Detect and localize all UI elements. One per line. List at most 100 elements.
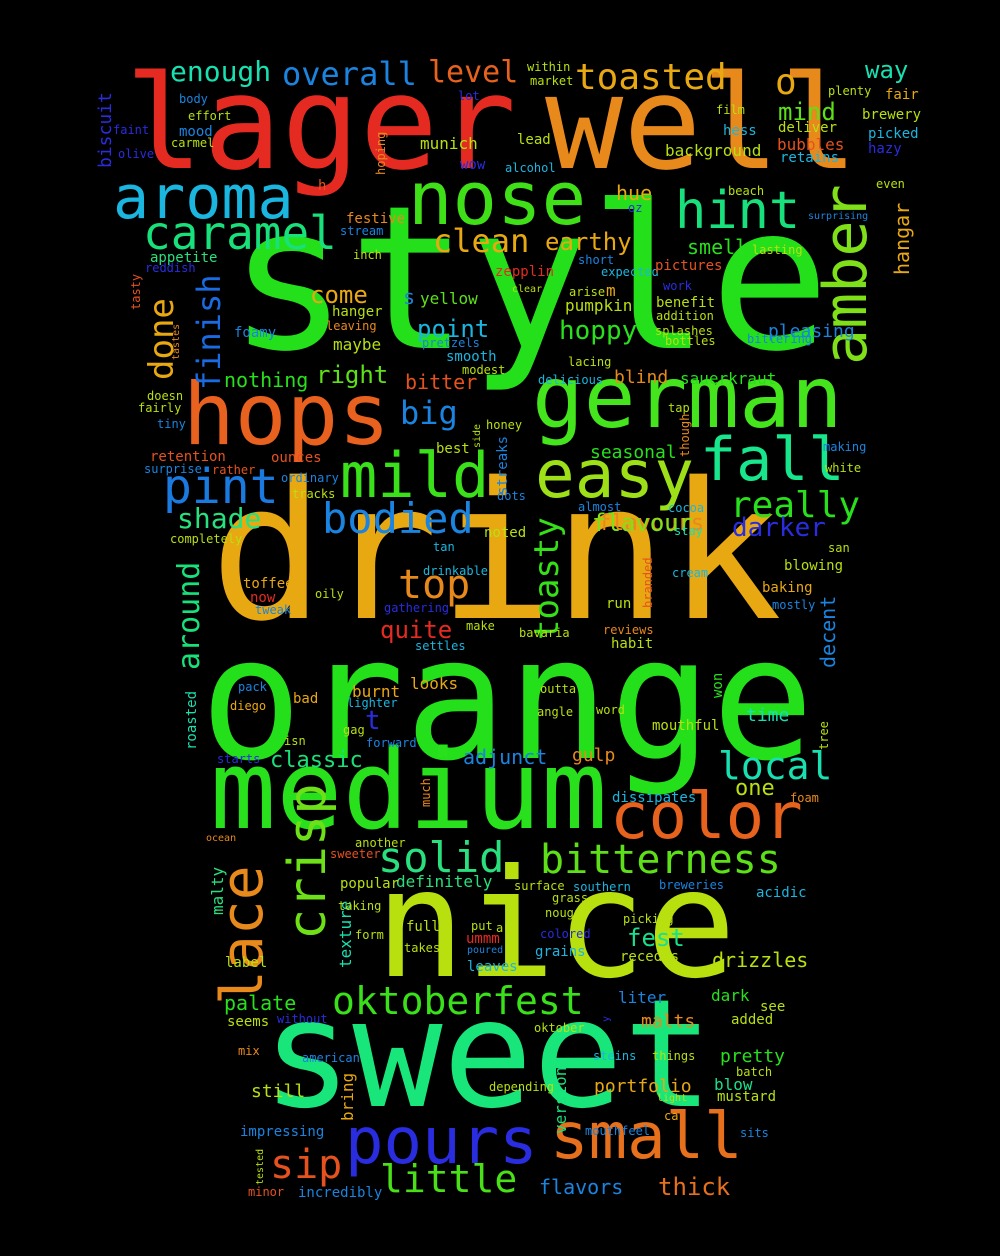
word-olive: olive [118,147,155,161]
word-hangar: hangar [890,202,914,275]
word-pours: pours [345,1105,538,1179]
word-retains: retains [780,150,840,166]
word-word: word [596,703,625,717]
word-best: best [436,441,470,457]
word-branded: branded [641,557,655,608]
word-toasty: toasty [527,517,567,640]
word-taking: taking [338,899,382,913]
word-breweries: breweries [659,878,725,892]
word-tested: tested [255,1148,266,1185]
word-foamy: foamy [234,325,277,341]
word-bitterness: bitterness [540,837,781,883]
word-arise: arise [569,285,606,299]
word-clean: clean [433,222,530,260]
word-local: local [718,744,833,788]
word-almost: almost [578,500,622,514]
word-lager: lager [125,47,517,199]
word-colored: colored [540,927,591,941]
word-work: work [663,279,692,293]
word-batch: batch [736,1065,773,1079]
word-seasonal: seasonal [590,442,677,463]
word-fairly: fairly [138,401,182,415]
word-sits: sits [740,1126,769,1140]
word-mood: mood [179,124,213,140]
word-flavour: flavour [592,509,694,537]
word-though: though [678,413,692,457]
word-pleasing: pleasing [768,321,855,342]
word-well: well [545,47,859,199]
word-surprising: surprising [808,211,869,222]
word-isn: isn [284,734,306,748]
word-bottles: bottles [665,334,716,348]
word-solid: solid [378,833,505,882]
word-stay: stay [674,524,703,538]
word-tap: tap [668,401,690,415]
word-crisp: crisp [278,783,338,940]
word-level: level [428,55,519,90]
word-form: form [355,928,384,942]
word-grass: grass [552,891,589,905]
word-nice: nice [375,838,737,1012]
word-roasted: roasted [184,690,200,750]
word-film: film [716,103,745,117]
word-bittering: bittering [747,332,813,346]
word-zepplin: zepplin [495,264,555,280]
word-expected: expected [601,265,659,279]
word-malts: malts [641,1011,696,1032]
word-rather: rather [212,463,256,477]
word-body: body [179,92,208,106]
word-nougat: nougat [545,906,589,920]
word-put: put [471,919,493,933]
word-doesn: doesn [147,389,184,403]
word-diego: diego [230,699,267,713]
word-appetite: appetite [150,250,218,266]
word-inch: inch [353,248,382,262]
word-version: version [551,1066,570,1134]
word-ar: ar [496,921,511,935]
word-german: german [532,348,843,448]
word-nothing: nothing [224,368,309,392]
word-acidic: acidic [756,885,807,901]
word-reviews: reviews [603,623,654,637]
word-ordinary: ordinary [281,471,339,485]
word-style: style [228,163,831,396]
word-market: market [530,74,574,88]
word-oktoberfest: oktoberfest [332,979,584,1023]
word-seems: seems [227,1014,270,1030]
word-san: san [828,541,850,555]
word-right: right [316,361,389,389]
word-tasty: tasty [129,273,143,310]
word-mind: mind [778,98,836,126]
word-m: m [606,281,616,300]
word-lead: lead [517,132,551,148]
word-gag: gag [343,723,365,737]
word-overall: overall [282,55,417,93]
word-sweeter: sweeter [330,847,381,861]
word-beach: beach [728,184,765,198]
word-effort: effort [188,109,232,123]
word-another: another [355,836,406,850]
word-tan: tan [433,540,455,554]
word-oktober: oktober [534,1021,585,1035]
word-hanger: hanger [332,304,383,320]
word-light: light [657,1093,688,1104]
word-starts: starts [217,752,261,766]
word-stream: stream [340,224,384,238]
word-thick: thick [658,1173,731,1201]
word-side: side [472,423,483,448]
word-dots: dots [497,489,526,503]
word-sweet: sweet [262,968,714,1142]
word-gathering: gathering [384,601,450,615]
word-pretzels: pretzels [422,336,480,350]
word-drink: drink [210,442,782,663]
word-quite: quite [380,616,453,644]
word-come: come [310,281,368,309]
word-pumpkin: pumpkin [565,296,633,315]
word-way: way [865,56,909,84]
word-fair: fair [885,87,919,103]
word-liter: liter [618,988,667,1007]
word-dark: dark [711,986,750,1005]
word-tree: tree [817,721,831,750]
word-palate: palate [224,991,297,1015]
